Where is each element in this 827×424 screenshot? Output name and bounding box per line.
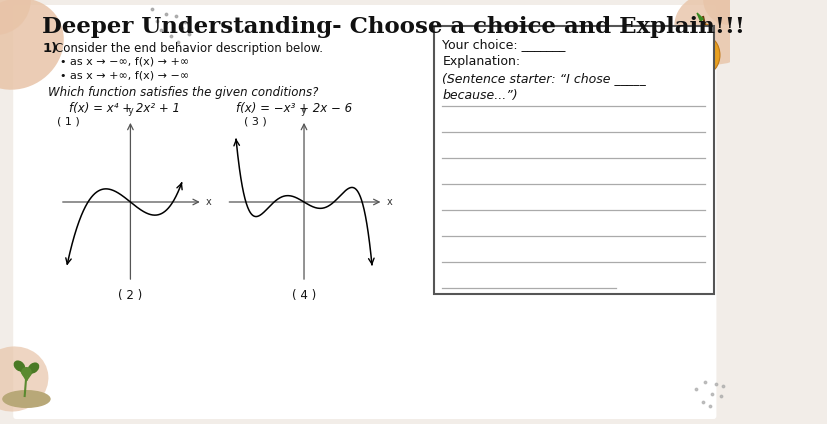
Ellipse shape xyxy=(689,36,719,74)
Text: Which function satisfies the given conditions?: Which function satisfies the given condi… xyxy=(47,86,318,99)
Text: y: y xyxy=(301,106,307,116)
Text: x: x xyxy=(386,197,392,207)
Text: f(x) = x⁴ + 2x² + 1: f(x) = x⁴ + 2x² + 1 xyxy=(69,102,179,115)
Text: ( 2 ): ( 2 ) xyxy=(118,289,142,302)
Text: Deeper Understanding- Choose a choice and Explain!!!: Deeper Understanding- Choose a choice an… xyxy=(42,16,744,38)
Text: Consider the end behavior description below.: Consider the end behavior description be… xyxy=(55,42,323,55)
Ellipse shape xyxy=(0,0,31,35)
Ellipse shape xyxy=(0,0,64,90)
Ellipse shape xyxy=(702,0,755,25)
Text: because...”): because...”) xyxy=(442,89,518,102)
Text: 1): 1) xyxy=(42,42,58,55)
Ellipse shape xyxy=(13,360,25,371)
Text: Explanation:: Explanation: xyxy=(442,55,520,68)
Ellipse shape xyxy=(22,367,31,377)
FancyBboxPatch shape xyxy=(13,5,715,419)
Ellipse shape xyxy=(2,390,50,408)
Polygon shape xyxy=(696,13,702,21)
Text: y: y xyxy=(127,106,133,116)
Text: x: x xyxy=(206,197,212,207)
Text: ( 4 ): ( 4 ) xyxy=(292,289,316,302)
FancyBboxPatch shape xyxy=(433,26,713,294)
Ellipse shape xyxy=(27,363,39,374)
Text: • as x → +∞, f(x) → −∞: • as x → +∞, f(x) → −∞ xyxy=(60,70,189,80)
Ellipse shape xyxy=(673,0,753,64)
Text: ( 3 ): ( 3 ) xyxy=(244,116,266,126)
Text: Your choice: _______: Your choice: _______ xyxy=(442,38,565,51)
Text: ( 1 ): ( 1 ) xyxy=(57,116,80,126)
Text: (Sentence starter: “I chose _____: (Sentence starter: “I chose _____ xyxy=(442,72,645,85)
Text: f(x) = −x³ + 2x − 6: f(x) = −x³ + 2x − 6 xyxy=(236,102,351,115)
Text: • as x → −∞, f(x) → +∞: • as x → −∞, f(x) → +∞ xyxy=(60,57,189,67)
Ellipse shape xyxy=(0,346,48,412)
Ellipse shape xyxy=(696,24,712,42)
